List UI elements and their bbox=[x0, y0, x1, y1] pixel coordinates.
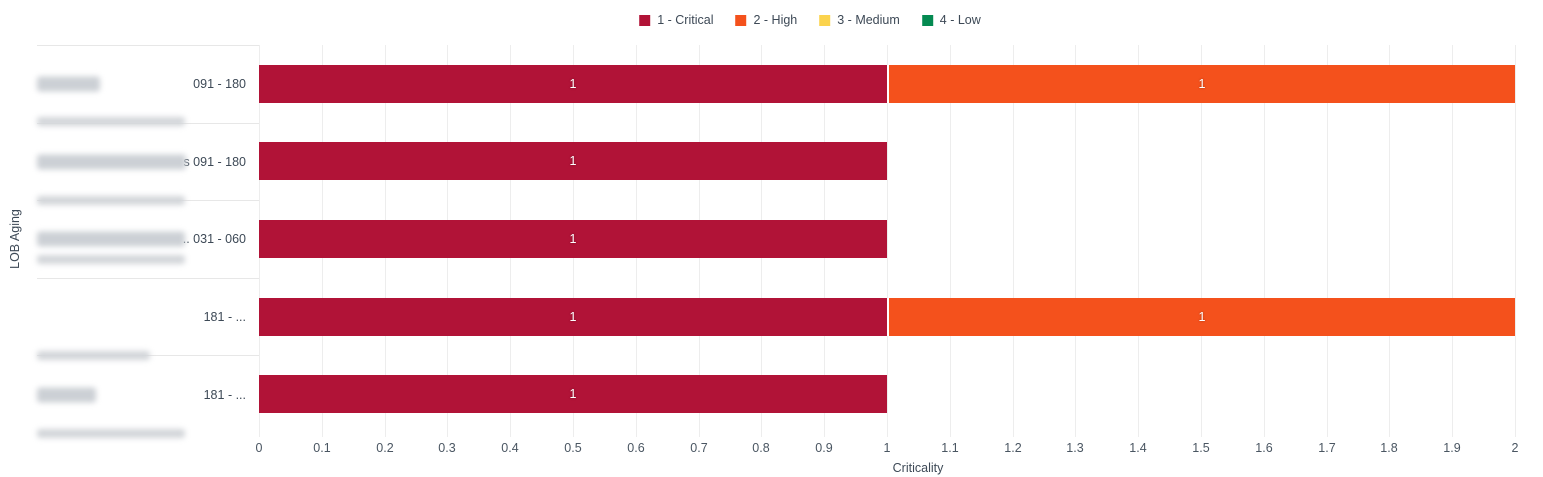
x-tick-label: 0.3 bbox=[438, 441, 456, 455]
aging-bucket-label: .. 031 - 060 bbox=[182, 232, 246, 247]
redaction-smudge bbox=[37, 351, 150, 360]
legend-item-4[interactable]: 4 - Low bbox=[921, 13, 981, 27]
x-tick-label: 1.9 bbox=[1443, 441, 1461, 455]
x-tick-label: 1.1 bbox=[941, 441, 959, 455]
x-tick-label: 1.4 bbox=[1129, 441, 1147, 455]
gridline bbox=[950, 45, 951, 437]
bar-segment[interactable]: 1 bbox=[259, 65, 887, 103]
gridline bbox=[1075, 45, 1076, 437]
x-tick-label: 0.2 bbox=[376, 441, 394, 455]
bar-segment[interactable]: 1 bbox=[259, 220, 887, 258]
gridline bbox=[1013, 45, 1014, 437]
category-row: s 091 - 180 bbox=[37, 122, 259, 201]
x-tick-label: 1.5 bbox=[1192, 441, 1210, 455]
category-row: 181 - ... bbox=[37, 355, 259, 433]
legend-label: 4 - Low bbox=[939, 13, 981, 27]
legend-swatch-icon bbox=[735, 14, 747, 26]
bar-data-label: 1 bbox=[569, 154, 577, 168]
legend-label: 1 - Critical bbox=[657, 13, 714, 27]
redaction-smudge bbox=[37, 196, 185, 205]
bar-data-label: 1 bbox=[569, 232, 577, 246]
redaction-smudge bbox=[37, 429, 185, 438]
aging-bucket-label: 091 - 180 bbox=[193, 77, 246, 92]
x-tick-label: 0.5 bbox=[564, 441, 582, 455]
bar-data-label: 1 bbox=[1198, 77, 1206, 91]
bar-data-label: 1 bbox=[1198, 310, 1206, 324]
bar-data-label: 1 bbox=[569, 387, 577, 401]
legend-label: 3 - Medium bbox=[837, 13, 900, 27]
x-tick-label: 1.7 bbox=[1318, 441, 1336, 455]
bar-segment[interactable]: 1 bbox=[259, 375, 887, 413]
aging-bucket-label: 181 - ... bbox=[203, 310, 246, 325]
bar-segment[interactable]: 1 bbox=[259, 142, 887, 180]
legend-swatch-icon bbox=[921, 14, 933, 26]
x-tick-label: 0.1 bbox=[313, 441, 331, 455]
x-axis-ticks: 0 0.1 0.2 0.3 0.4 0.5 0.6 0.7 0.8 0.9 1 1.1 1.2 1.3 1.… bbox=[255, 441, 1519, 457]
x-tick-label: 0.7 bbox=[690, 441, 708, 455]
legend-item-2[interactable]: 2 - High bbox=[735, 13, 797, 27]
bar-segment[interactable]: 1 bbox=[259, 298, 887, 336]
gridline bbox=[1138, 45, 1139, 437]
plot-area: 1 1 1 1 1 1 1 bbox=[259, 45, 1516, 437]
redacted-lob-label bbox=[37, 387, 96, 403]
x-tick-label: 1.3 bbox=[1066, 441, 1084, 455]
x-tick-label: 1 bbox=[883, 441, 891, 455]
x-tick-label: 0.6 bbox=[627, 441, 645, 455]
redacted-lob-label bbox=[37, 154, 186, 170]
gridline bbox=[887, 45, 888, 437]
category-row: 181 - ... bbox=[37, 277, 259, 356]
x-tick-label: 0.4 bbox=[501, 441, 519, 455]
redacted-lob-label bbox=[37, 76, 100, 92]
legend-swatch-icon bbox=[819, 14, 831, 26]
legend: 1 - Critical 2 - High 3 - Medium 4 - Low bbox=[639, 13, 981, 27]
bar-data-label: 1 bbox=[569, 310, 577, 324]
bar-segment[interactable]: 1 bbox=[887, 298, 1515, 336]
legend-swatch-icon bbox=[639, 14, 651, 26]
x-tick-label: 1.2 bbox=[1004, 441, 1022, 455]
gridline bbox=[1201, 45, 1202, 437]
aging-bucket-label: 181 - ... bbox=[203, 387, 246, 402]
gridline bbox=[1264, 45, 1265, 437]
redacted-lob-label bbox=[37, 231, 185, 247]
category-row: 091 - 180 bbox=[37, 45, 259, 123]
legend-item-1[interactable]: 1 - Critical bbox=[639, 13, 713, 27]
gridline bbox=[1327, 45, 1328, 437]
gridline bbox=[1515, 45, 1516, 437]
legend-item-3[interactable]: 3 - Medium bbox=[819, 13, 900, 27]
x-tick-label: 1.6 bbox=[1255, 441, 1273, 455]
x-tick-label: 0.9 bbox=[815, 441, 833, 455]
redaction-smudge bbox=[37, 255, 185, 264]
x-tick-label: 0.8 bbox=[752, 441, 770, 455]
x-tick-label: 2 bbox=[1511, 441, 1519, 455]
y-axis-title: LOB Aging bbox=[8, 209, 23, 269]
legend-label: 2 - High bbox=[753, 13, 798, 27]
x-axis-title: Criticality bbox=[892, 461, 944, 475]
category-row: .. 031 - 060 bbox=[37, 200, 259, 278]
gridline bbox=[1452, 45, 1453, 437]
bar-data-label: 1 bbox=[569, 77, 577, 91]
y-axis: LOB Aging bbox=[0, 45, 30, 433]
aging-bucket-label: s 091 - 180 bbox=[183, 154, 246, 169]
redaction-smudge bbox=[37, 117, 185, 126]
x-tick-label: 1.8 bbox=[1380, 441, 1398, 455]
x-tick-label: 0 bbox=[255, 441, 263, 455]
bar-segment[interactable]: 1 bbox=[887, 65, 1515, 103]
category-axis: 091 - 180 s 091 - 180 .. 031 - 060 181 - ..… bbox=[37, 45, 259, 438]
gridline bbox=[1389, 45, 1390, 437]
